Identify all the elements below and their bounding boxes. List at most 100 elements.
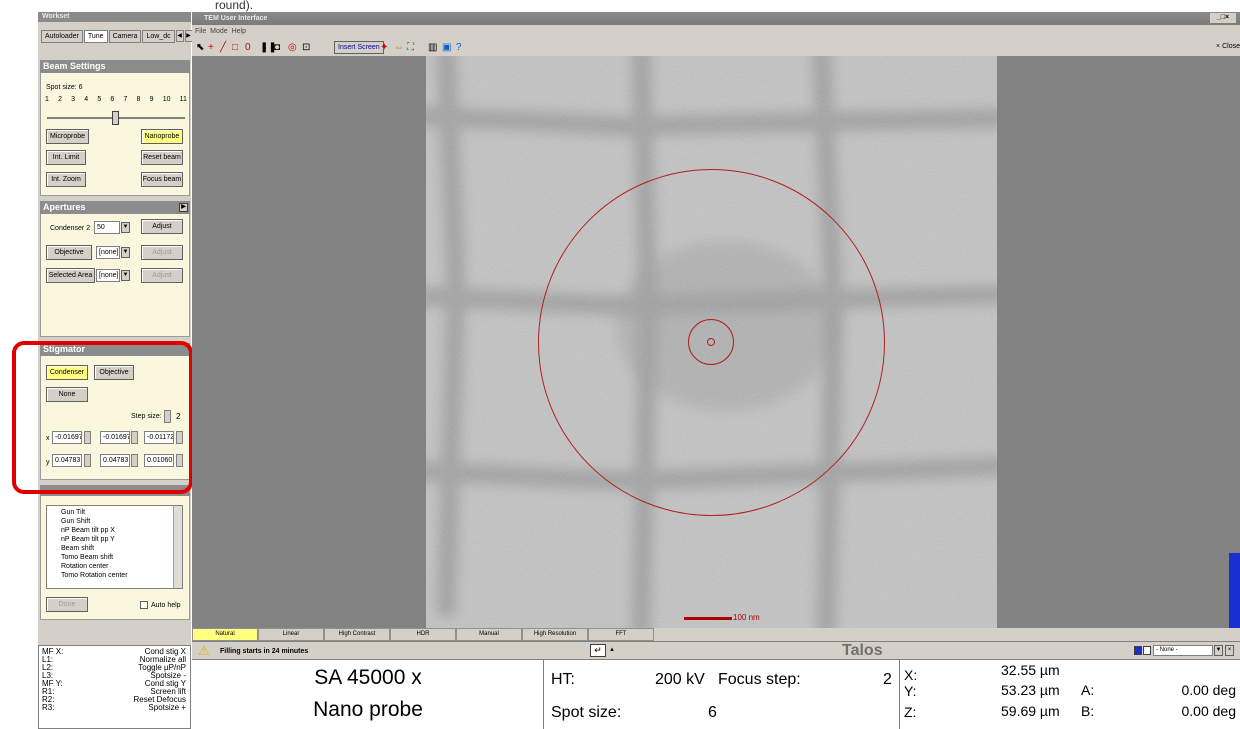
focus-beam-button[interactable]: Focus beam <box>141 172 183 187</box>
mode-tab-fft[interactable]: FFT <box>588 628 654 641</box>
display-icon[interactable]: ▣ <box>442 42 452 53</box>
stig-x-field-1[interactable]: -0.01697 <box>52 431 82 444</box>
scale-tick-label: 5 <box>97 96 102 103</box>
condenser-2-label: Condenser 2 <box>50 225 91 232</box>
list-item[interactable]: Tomo Rotation center <box>61 572 128 579</box>
done-button[interactable]: Done <box>46 597 88 612</box>
preset-select[interactable]: - None - <box>1153 645 1213 656</box>
camera-icon[interactable]: ◘ <box>274 42 281 53</box>
stig-x-spinner-1[interactable] <box>84 431 91 444</box>
list-item[interactable]: Gun Shift <box>61 518 91 525</box>
tab-low-dose[interactable]: Low_dc <box>142 30 175 43</box>
scale-tick-label: 1 <box>45 96 49 103</box>
beam-settings-header: Beam Settings <box>40 60 190 73</box>
condenser-2-select[interactable]: 50 <box>94 221 120 234</box>
tem-micrograph[interactable]: 100 nm <box>426 56 997 628</box>
alignment-list[interactable]: Gun Tilt Gun Shift nP Beam tilt pp X nP … <box>46 505 183 589</box>
objective-aperture-select[interactable]: [none] <box>96 246 120 259</box>
probe-mode-value: Nano probe <box>313 698 423 721</box>
key-label: MF X: <box>42 647 64 656</box>
auto-help-checkbox[interactable] <box>140 601 148 609</box>
stig-y-field-2[interactable]: 0.04783 <box>100 454 130 467</box>
menu-help[interactable]: Help <box>231 28 246 35</box>
target-icon[interactable]: ◎ <box>288 42 297 53</box>
stig-none-button[interactable]: None <box>46 387 88 402</box>
stig-y-field-1[interactable]: 0.04783 <box>52 454 82 467</box>
mode-tab-hdr[interactable]: HDR <box>390 628 456 641</box>
zoom-box-icon[interactable]: ⊡ <box>302 42 311 53</box>
objective-adjust-button[interactable]: Adjust <box>141 245 183 260</box>
list-item[interactable]: Beam shift <box>61 545 95 552</box>
preset-minimize-icon[interactable] <box>1143 646 1151 655</box>
tab-autoloader[interactable]: Autoloader <box>41 30 83 43</box>
line-tool-icon[interactable]: ╱ <box>220 42 227 53</box>
step-size-spinner[interactable] <box>164 410 171 423</box>
list-item[interactable]: nP Beam tilt pp Y <box>61 536 115 543</box>
nanoprobe-button[interactable]: Nanoprobe <box>141 129 183 144</box>
mode-tab-manual[interactable]: Manual <box>456 628 522 641</box>
pause-icon[interactable]: ❚❚ <box>260 42 277 53</box>
condenser-adjust-button[interactable]: Adjust <box>141 219 183 234</box>
spot-size-slider-handle[interactable] <box>112 111 119 125</box>
rectangle-tool-icon[interactable]: □ <box>232 42 239 53</box>
fullscreen-icon[interactable]: ⛶ <box>407 42 414 53</box>
step-size-label: Step size: <box>131 413 162 420</box>
mode-tab-high-resolution[interactable]: High Resolution <box>522 628 588 641</box>
selected-area-select[interactable]: [none] <box>96 269 120 282</box>
preset-dropdown-icon[interactable]: ▼ <box>1214 645 1223 656</box>
preset-color-icon[interactable] <box>1134 646 1142 655</box>
tab-tune[interactable]: Tune <box>83 30 108 43</box>
stig-y-spinner-1[interactable] <box>84 454 91 467</box>
pointer-icon[interactable]: ⬉ <box>196 42 205 53</box>
microprobe-button[interactable]: Microprobe <box>46 129 89 144</box>
mode-tab-natural[interactable]: Natural <box>192 628 258 641</box>
mode-tab-linear[interactable]: Linear <box>258 628 324 641</box>
tab-camera[interactable]: Camera <box>108 30 142 43</box>
crosshair-icon[interactable]: + <box>208 42 214 53</box>
help-icon[interactable]: ? <box>456 42 462 53</box>
settings-icon[interactable]: ✦ <box>380 42 389 53</box>
int-limit-button[interactable]: Int. Limit <box>46 150 86 165</box>
selected-area-adjust-button[interactable]: Adjust <box>141 268 183 283</box>
mode-tab-high-contrast[interactable]: High Contrast <box>324 628 390 641</box>
close-viewer-button[interactable]: × Close <box>1216 43 1240 50</box>
list-scrollbar[interactable] <box>173 506 182 588</box>
tab-scroll-left-icon[interactable]: ◀ <box>175 30 184 42</box>
status-close-icon[interactable]: × <box>1225 645 1234 656</box>
stig-y-spinner-2[interactable] <box>131 454 138 467</box>
stig-x-spinner-3[interactable] <box>176 431 183 444</box>
expand-up-icon[interactable]: ▲ <box>609 647 615 653</box>
key-value: Spotsize + <box>148 703 186 712</box>
objective-dropdown-icon[interactable]: ▼ <box>121 247 130 258</box>
int-zoom-button[interactable]: Int. Zoom <box>46 172 86 187</box>
spot-size-scale: 1 2 3 4 5 6 7 8 9 10 11 <box>45 96 187 106</box>
menu-mode[interactable]: Mode <box>210 28 228 35</box>
insert-screen-button[interactable]: Insert Screen <box>334 41 384 54</box>
list-item[interactable]: nP Beam tilt pp X <box>61 527 115 534</box>
stig-y-field-3[interactable]: 0.01060 <box>144 454 174 467</box>
intensity-bar <box>1229 553 1240 628</box>
selected-area-dropdown-icon[interactable]: ▼ <box>121 270 130 281</box>
circle-tool-icon[interactable]: 0 <box>245 42 251 53</box>
stig-x-field-3[interactable]: -0.01172 <box>144 431 174 444</box>
scale-tick-label: 6 <box>110 96 115 103</box>
selected-area-button[interactable]: Selected Area <box>46 268 95 283</box>
condenser-stig-button[interactable]: Condenser <box>46 365 88 380</box>
enter-icon[interactable]: ↵ <box>590 644 606 657</box>
key-label: MF Y: <box>42 679 63 688</box>
menu-file[interactable]: File <box>195 28 207 35</box>
arrows-icon[interactable]: ⇔ <box>394 42 404 53</box>
apertures-expand-icon[interactable]: ▶ <box>179 203 188 212</box>
stig-x-field-2[interactable]: -0.01697 <box>100 431 130 444</box>
objective-stig-button[interactable]: Objective <box>94 365 134 380</box>
stig-y-spinner-3[interactable] <box>176 454 183 467</box>
list-item[interactable]: Rotation center <box>61 563 109 570</box>
stig-x-spinner-2[interactable] <box>131 431 138 444</box>
list-item[interactable]: Gun Tilt <box>61 509 86 516</box>
layout-icon[interactable]: ▥ <box>428 42 438 53</box>
window-controls[interactable]: _□× <box>1210 13 1236 23</box>
list-item[interactable]: Tomo Beam shift <box>61 554 114 561</box>
condenser-2-dropdown-icon[interactable]: ▼ <box>121 222 130 233</box>
objective-aperture-button[interactable]: Objective <box>46 245 92 260</box>
reset-beam-button[interactable]: Reset beam <box>141 150 183 165</box>
